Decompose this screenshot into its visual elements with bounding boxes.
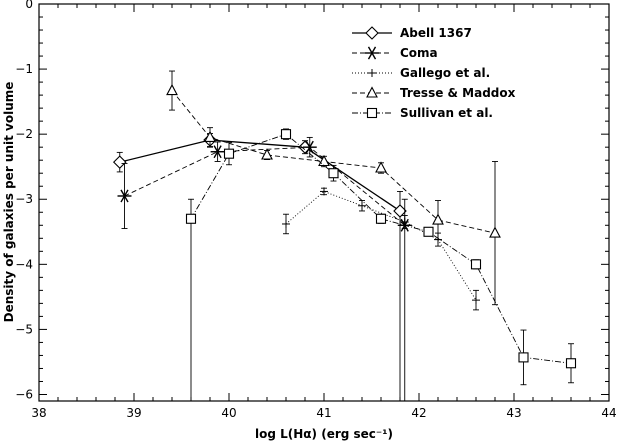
data-point (112, 155, 127, 169)
data-point (223, 148, 235, 159)
data-point (302, 140, 317, 154)
x-tick-label: 38 (31, 406, 46, 420)
legend-marker (366, 86, 378, 98)
data-point (432, 213, 444, 225)
y-tick-label: −5 (15, 322, 33, 336)
legend-item-gallego-et-al: Gallego et al. (352, 66, 490, 80)
y-tick-label: 0 (25, 0, 33, 11)
y-tick-label: −4 (15, 257, 33, 271)
data-point (472, 296, 480, 305)
data-point (375, 161, 387, 173)
data-point (280, 129, 292, 140)
x-tick-label: 40 (221, 406, 236, 420)
legend-item-coma: Coma (352, 46, 438, 60)
data-point (470, 259, 482, 270)
series-sullivan-et-al (185, 128, 577, 401)
data-point (185, 213, 197, 224)
y-tick-label: −3 (15, 192, 33, 206)
legend-marker (365, 46, 379, 60)
y-tick-label: −1 (15, 62, 33, 76)
data-point (489, 226, 501, 238)
data-point (117, 189, 132, 203)
series-line (285, 190, 477, 301)
data-point (261, 148, 273, 160)
data-point (423, 226, 434, 237)
data-point (518, 352, 529, 363)
series-line (124, 146, 406, 226)
legend-marker (365, 26, 379, 40)
legend-label: Abell 1367 (400, 26, 472, 40)
y-tick-label: −6 (15, 387, 33, 401)
data-point (210, 145, 225, 159)
data-point (358, 201, 366, 210)
legend-item-abell-1367: Abell 1367 (352, 26, 472, 40)
x-tick-label: 41 (316, 406, 331, 420)
legend-label: Coma (400, 46, 438, 60)
legend-item-tresse-maddox: Tresse & Maddox (352, 86, 516, 100)
legend-marker (368, 69, 376, 77)
x-tick-label: 39 (126, 406, 141, 420)
data-point (400, 218, 409, 227)
legend-label: Tresse & Maddox (400, 86, 516, 100)
legend: Abell 1367 Coma Gallego et al. Tresse & Mad… (352, 26, 516, 120)
data-point (166, 83, 178, 96)
data-point (328, 168, 339, 179)
series-coma (117, 136, 412, 401)
x-axis-label: log L(Hα) (erg sec⁻¹) (255, 427, 393, 441)
x-tick-label: 43 (506, 406, 521, 420)
series-gallego-et-al (282, 187, 480, 311)
legend-label: Sullivan et al. (400, 106, 493, 120)
data-series (112, 70, 577, 401)
data-point (565, 358, 577, 369)
data-point (393, 204, 407, 218)
legend-marker (366, 107, 378, 119)
legend-label: Gallego et al. (400, 66, 490, 80)
series-line (119, 139, 401, 212)
data-point (282, 219, 290, 228)
data-point (375, 213, 387, 224)
series-abell-1367 (112, 133, 407, 401)
y-axis-label: Density of galaxies per unit volume (2, 82, 16, 323)
y-tick-label: −2 (15, 127, 33, 141)
series-tresse-maddox (166, 70, 501, 306)
data-point (320, 187, 328, 196)
legend-item-sullivan-et-al: Sullivan et al. (352, 106, 493, 120)
x-tick-label: 42 (411, 406, 426, 420)
data-point (204, 130, 216, 142)
axis-ticks: 38 39 40 41 42 43 44 0 −1 −2 −3 −4 −5 −6 (15, 0, 616, 420)
x-tick-label: 44 (601, 406, 616, 420)
